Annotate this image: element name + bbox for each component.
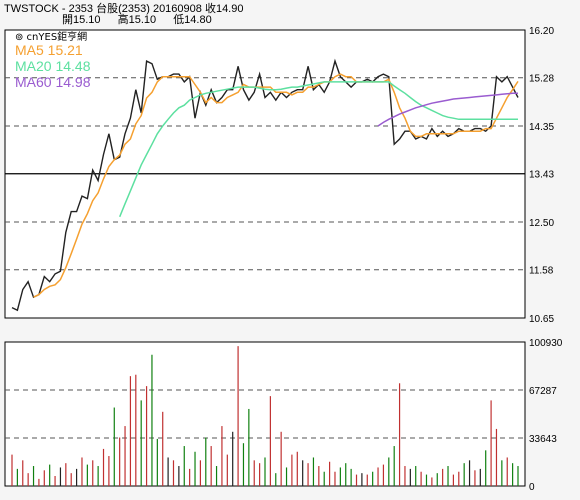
volume-y-tick-label: 33643: [529, 434, 557, 445]
volume-y-tick-label: 0: [529, 482, 535, 493]
volume-y-tick-label: 100930: [529, 338, 563, 349]
price-lines: [11, 58, 519, 312]
ma60-line: [377, 92, 518, 127]
volume-y-tick-label: 67287: [529, 386, 557, 397]
legend-ma20: MA20 14.48: [15, 58, 91, 74]
cnyes-logo: ⊚ cnYES鉅亨網: [15, 30, 87, 43]
low-price-label: 低14.80: [173, 14, 212, 26]
ma20-line: [119, 81, 518, 218]
price-y-tick-label: 13.43: [529, 170, 554, 181]
price-y-tick-label: 10.65: [529, 314, 554, 325]
price-y-tick-label: 15.28: [529, 74, 554, 85]
price-y-tick-label: 14.35: [529, 122, 554, 133]
price-y-axis: 16.20 15.28 14.35 13.43 12.50 11.58 10.65: [529, 26, 554, 325]
chart-header-ohl: 開15.10 高15.10 低14.80: [62, 14, 226, 26]
open-price-label: 開15.10: [62, 14, 101, 26]
price-y-tick-label: 11.58: [529, 266, 554, 277]
high-price-label: 高15.10: [117, 14, 157, 26]
volume-bars: [11, 346, 519, 486]
volume-y-axis: 100930 67287 33643 0: [529, 338, 563, 493]
chart-header-title: TWSTOCK - 2353 台股(2353) 20160908 收14.90: [4, 3, 244, 15]
price-y-tick-label: 16.20: [529, 26, 554, 37]
volume-grid: [5, 389, 525, 439]
legend-ma5: MA5 15.21: [15, 42, 83, 58]
price-y-tick-label: 12.50: [529, 218, 554, 229]
ma5-line: [33, 73, 519, 298]
legend-ma60: MA60 14.98: [15, 74, 91, 90]
close-price-line: [11, 58, 519, 312]
